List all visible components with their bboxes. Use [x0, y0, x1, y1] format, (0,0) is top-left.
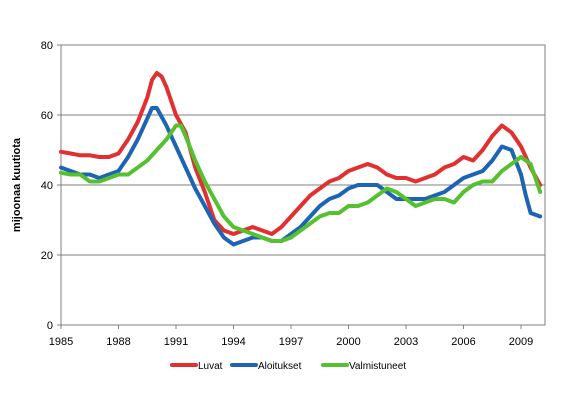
y-axis-label: mijoonaa kuutiota	[11, 137, 23, 232]
legend-label-valmistuneet: Valmistuneet	[349, 361, 406, 372]
x-tick-label: 2000	[336, 336, 360, 348]
legend-label-luvat: Luvat	[198, 361, 223, 372]
y-tick-label: 60	[41, 110, 53, 122]
y-tick-label: 20	[41, 250, 53, 262]
x-tick-label: 1988	[106, 336, 130, 348]
x-axis: 1985 1988 1991 1994 1997 2000 2003 2006 2009	[49, 325, 533, 348]
series-line-aloitukset	[59, 106, 543, 247]
y-tick-label: 0	[47, 320, 53, 332]
x-tick-label: 1985	[49, 336, 73, 348]
x-tick-label: 2009	[509, 336, 533, 348]
y-axis: 0 20 40 60 80	[41, 40, 61, 332]
x-tick-label: 2003	[394, 336, 418, 348]
y-tick-label: 40	[41, 180, 53, 192]
y-tick-label: 80	[41, 40, 53, 52]
x-tick-label: 1991	[164, 336, 188, 348]
legend: Luvat Aloitukset Valmistuneet	[170, 361, 406, 372]
x-tick-label: 1994	[221, 336, 245, 348]
series-line-valmistuneet	[59, 123, 543, 243]
series-lines	[59, 71, 543, 247]
series-line-luvat	[59, 71, 543, 236]
legend-label-aloitukset: Aloitukset	[258, 361, 302, 372]
x-tick-label: 2006	[451, 336, 475, 348]
x-tick-label: 1997	[279, 336, 303, 348]
